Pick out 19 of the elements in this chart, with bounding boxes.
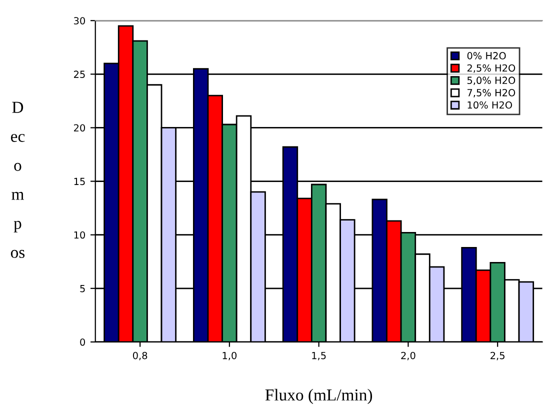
legend-label: 5,0% H2O [467, 76, 516, 86]
y-tick-label: 15 [74, 178, 85, 186]
legend-label: 7,5% H2O [468, 88, 516, 98]
text: D ec o m p os [10, 102, 25, 258]
x-tick-label: 1,5 [312, 352, 326, 360]
x-tick-label: 0,8 [132, 352, 148, 360]
legend-label: 2,5% H2O [467, 64, 516, 73]
y-tick-label: 5 [80, 285, 85, 292]
legend-label: 0% H2O [467, 52, 506, 60]
x-tick-label: 2,5 [490, 352, 504, 360]
x-tick-label: 2,0 [401, 352, 416, 360]
y-tick-label: 30 [74, 17, 86, 24]
y-tick-label: 25 [74, 70, 85, 78]
x-tick-label: 1,0 [222, 352, 237, 360]
y-tick-label: 10 [74, 231, 86, 239]
y-tick-label: 0 [80, 338, 86, 346]
x-axis-title: Fluxo (mL/min) [265, 388, 372, 404]
y-tick-label: 20 [74, 124, 86, 132]
legend-label: 10% H2O [468, 101, 512, 109]
